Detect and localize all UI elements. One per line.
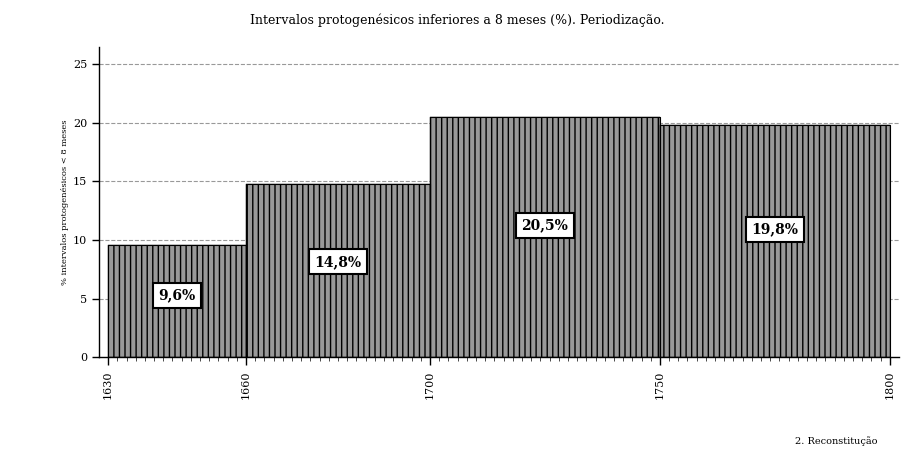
Bar	[430, 117, 660, 357]
Bar	[660, 125, 890, 357]
Text: 2. Reconstitução: 2. Reconstitução	[795, 436, 877, 446]
Bar	[430, 117, 660, 357]
Bar	[660, 125, 890, 357]
Text: 9,6%: 9,6%	[158, 288, 196, 302]
Bar	[246, 184, 430, 357]
Text: 19,8%: 19,8%	[751, 223, 798, 237]
Text: 14,8%: 14,8%	[314, 255, 362, 269]
Bar	[108, 245, 246, 357]
Text: Intervalos protogenésicos inferiores a 8 meses (%). Periodização.: Intervalos protogenésicos inferiores a 8…	[250, 14, 664, 27]
Bar	[108, 245, 246, 357]
Bar	[246, 184, 430, 357]
Y-axis label: % intervalos protogenésicos < 8 meses: % intervalos protogenésicos < 8 meses	[60, 119, 69, 285]
Text: 20,5%: 20,5%	[522, 218, 569, 232]
